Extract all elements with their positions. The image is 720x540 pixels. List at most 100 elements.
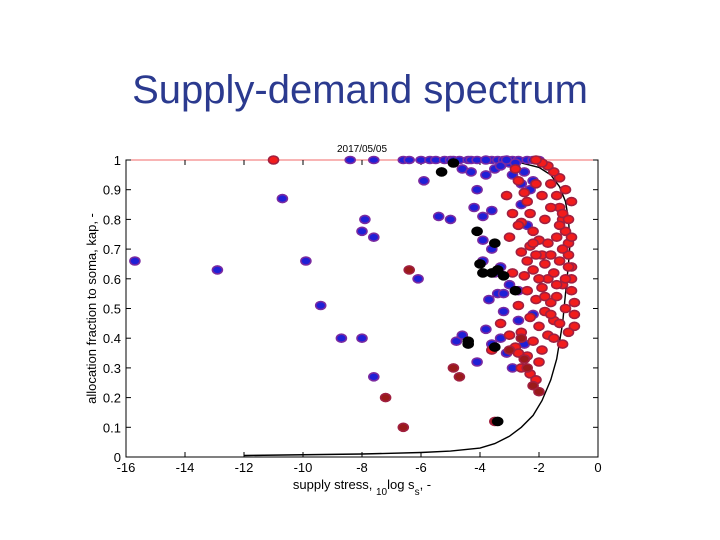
data-point-red	[539, 259, 551, 269]
data-point-blue-top	[367, 155, 380, 165]
y-tick-label: 1	[114, 153, 121, 168]
data-point-blue	[359, 214, 371, 225]
data-point-blue	[456, 330, 469, 341]
data-point-red	[568, 297, 581, 308]
data-point-blue	[367, 371, 380, 382]
data-point-red	[512, 300, 525, 311]
data-point-red	[515, 247, 528, 257]
data-point-blue	[432, 211, 445, 222]
data-point-red	[503, 232, 516, 242]
data-point-darkred	[397, 422, 410, 433]
data-point-black	[488, 342, 501, 352]
data-point-red	[556, 244, 569, 254]
y-tick-label: 0.1	[103, 420, 121, 435]
x-tick-label: -10	[294, 460, 313, 475]
data-point-black	[488, 238, 501, 248]
data-point-red	[503, 330, 516, 341]
data-point-red	[536, 282, 548, 293]
data-point-red	[550, 279, 563, 290]
x-tick-label: -12	[235, 460, 254, 475]
data-point-black	[447, 158, 460, 168]
data-point-blue	[468, 202, 480, 213]
data-point-red	[533, 357, 545, 367]
data-point-red	[506, 208, 519, 219]
data-point-blue	[276, 193, 289, 204]
data-point-darkred	[503, 345, 516, 355]
data-point-red	[559, 184, 572, 195]
data-point-black	[435, 167, 448, 177]
data-point-red	[530, 155, 542, 165]
data-point-red	[547, 268, 560, 278]
data-point-blue	[512, 315, 525, 326]
data-point-red	[565, 285, 578, 296]
data-point-darkred	[453, 371, 466, 382]
data-point-red	[494, 318, 507, 329]
data-point-black	[491, 265, 504, 275]
x-tick-label: -2	[533, 460, 545, 475]
data-point-red	[559, 273, 572, 284]
data-point-red	[547, 333, 560, 344]
y-tick-label: 0.9	[103, 183, 121, 198]
y-tick-label: 0.7	[103, 242, 121, 257]
data-point-red	[550, 291, 563, 302]
data-point-darkred	[515, 333, 528, 344]
data-points	[129, 155, 581, 433]
data-point-red	[530, 179, 542, 189]
data-point-red	[527, 238, 539, 248]
y-tick-label: 0.6	[103, 272, 121, 287]
x-tick-label: -8	[356, 460, 368, 475]
data-point-black	[477, 268, 489, 278]
data-point-blue	[314, 300, 327, 311]
data-point-red	[568, 321, 581, 332]
data-point-red	[539, 291, 551, 302]
data-point-blue-top	[403, 155, 416, 165]
data-point-blue	[497, 288, 510, 299]
data-point-black	[509, 285, 522, 296]
axis-ticks: -16 -14 -12 -10 -8 -6 -4 -2 0 0 0.1 0.2 0.3 0.4 0.5 0.6…	[103, 153, 602, 475]
y-tick-label: 0.5	[103, 302, 121, 317]
data-point-red	[267, 155, 280, 165]
data-point-darkred	[403, 265, 416, 275]
data-point-red	[542, 238, 554, 248]
data-point-blue	[480, 155, 492, 165]
data-point-red	[553, 256, 566, 266]
data-point-red	[556, 208, 569, 219]
data-point-red	[518, 270, 531, 281]
slide-title: Supply-demand spectrum	[132, 68, 588, 112]
y-tick-label: 0.3	[103, 361, 121, 376]
data-point-red	[550, 232, 563, 242]
data-point-blue	[477, 235, 489, 245]
x-tick-label: -16	[117, 460, 136, 475]
data-point-darkred	[518, 354, 531, 364]
data-point-darkred	[533, 386, 545, 397]
data-point-red	[512, 220, 525, 231]
data-point-red	[562, 214, 575, 225]
data-point-red	[521, 256, 534, 266]
data-point-red	[544, 250, 557, 260]
data-point-red	[565, 196, 578, 207]
data-point-red	[521, 196, 534, 207]
y-tick-label: 0.8	[103, 212, 121, 227]
y-tick-label: 0.2	[103, 391, 121, 406]
data-point-black	[491, 416, 504, 427]
data-point-blue	[444, 214, 457, 225]
data-point-red	[556, 339, 569, 349]
data-point-red	[512, 176, 525, 186]
data-point-blue	[356, 333, 368, 344]
data-point-blue	[129, 256, 141, 266]
data-point-red	[544, 179, 557, 189]
data-point-red	[530, 250, 542, 260]
data-point-red	[521, 285, 534, 296]
x-tick-label: -6	[415, 460, 427, 475]
y-axis-label: allocation fraction to soma, kap, -	[84, 213, 99, 404]
data-point-red	[500, 190, 513, 201]
x-tick-label: 0	[594, 460, 601, 475]
data-point-blue	[483, 294, 495, 305]
data-point-blue	[477, 211, 489, 222]
data-point-blue	[480, 324, 492, 335]
x-tick-label: -4	[474, 460, 486, 475]
data-point-darkred	[521, 363, 534, 373]
data-point-red	[562, 327, 575, 338]
data-point-red	[544, 202, 557, 213]
